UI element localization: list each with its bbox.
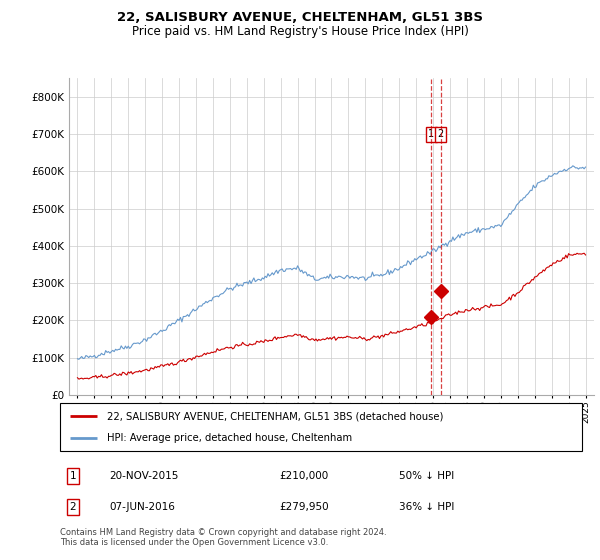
Text: 2: 2 [70,502,76,512]
Text: 22, SALISBURY AVENUE, CHELTENHAM, GL51 3BS (detached house): 22, SALISBURY AVENUE, CHELTENHAM, GL51 3… [107,411,443,421]
Text: 20-NOV-2015: 20-NOV-2015 [110,471,179,481]
Text: 1: 1 [70,471,76,481]
Text: 1: 1 [428,129,434,139]
FancyBboxPatch shape [60,403,582,451]
Text: £210,000: £210,000 [279,471,328,481]
Text: 36% ↓ HPI: 36% ↓ HPI [400,502,455,512]
Text: Contains HM Land Registry data © Crown copyright and database right 2024.
This d: Contains HM Land Registry data © Crown c… [60,528,386,547]
Text: 2: 2 [437,129,444,139]
Text: £279,950: £279,950 [279,502,329,512]
Text: Price paid vs. HM Land Registry's House Price Index (HPI): Price paid vs. HM Land Registry's House … [131,25,469,38]
Text: 50% ↓ HPI: 50% ↓ HPI [400,471,455,481]
Text: HPI: Average price, detached house, Cheltenham: HPI: Average price, detached house, Chel… [107,433,352,443]
Text: 22, SALISBURY AVENUE, CHELTENHAM, GL51 3BS: 22, SALISBURY AVENUE, CHELTENHAM, GL51 3… [117,11,483,24]
Text: 07-JUN-2016: 07-JUN-2016 [110,502,175,512]
